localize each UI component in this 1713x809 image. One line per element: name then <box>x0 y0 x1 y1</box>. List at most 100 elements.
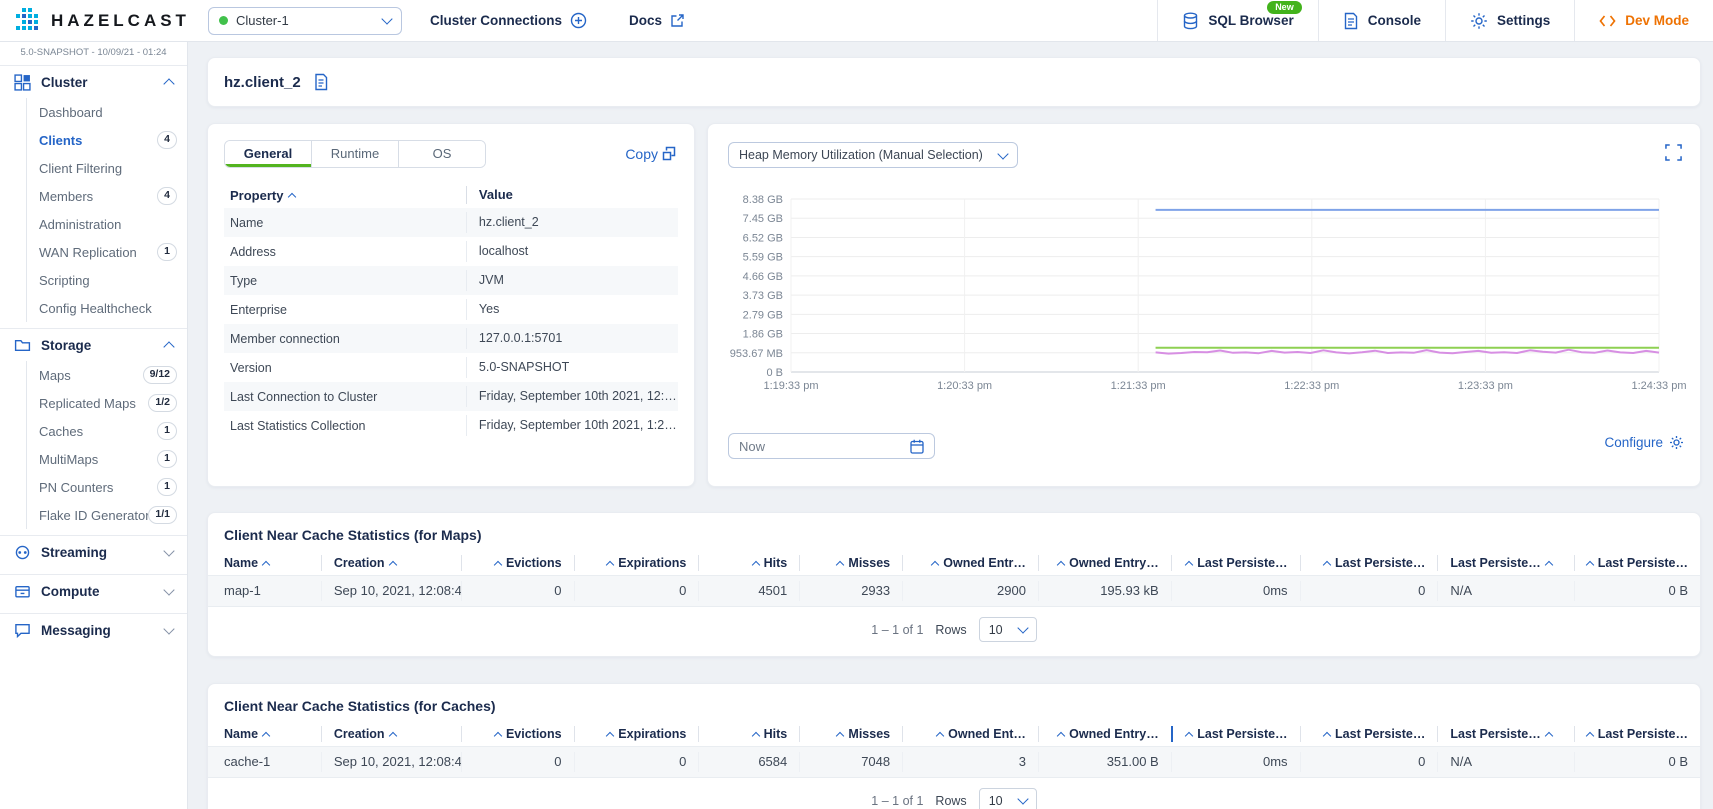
sidebar-item-replicated-maps[interactable]: Replicated Maps 1/2 <box>27 389 187 417</box>
sidebar-item-label: Caches <box>39 423 84 439</box>
configure-label: Configure <box>1604 435 1663 450</box>
count-badge: 9/12 <box>142 366 177 384</box>
table-row: map-1 Sep 10, 2021, 12:08:46 0 0 4501 2933 290… <box>208 575 1700 607</box>
count-badge: 4 <box>157 187 177 205</box>
column-header-expirations[interactable]: Expirations <box>573 555 699 571</box>
sidebar-item-label: Maps <box>39 367 71 383</box>
count-badge: 1 <box>157 450 177 468</box>
column-header-owned-ent[interactable]: Owned Ent… <box>902 726 1038 742</box>
sidebar-item-flake-id-generators[interactable]: Flake ID Generators 1/1 <box>27 501 187 529</box>
property-name: Last Statistics Collection <box>230 418 366 433</box>
svg-text:8.38 GB: 8.38 GB <box>743 194 783 206</box>
sort-asc-icon <box>388 560 397 569</box>
column-header-owned-entry[interactable]: Owned Entry… <box>1037 555 1171 571</box>
chevron-down-icon <box>381 13 393 25</box>
dev-mode-button[interactable]: Dev Mode <box>1575 0 1713 41</box>
column-header-owned-entry[interactable]: Owned Entry… <box>1037 726 1171 742</box>
nav-docs[interactable]: Docs <box>629 13 685 28</box>
settings-button[interactable]: Settings <box>1446 0 1574 41</box>
fullscreen-button[interactable] <box>1665 144 1682 161</box>
sidebar-section-streaming[interactable]: Streaming <box>0 536 187 568</box>
sidebar-section-label: Streaming <box>41 544 108 560</box>
column-header-creation[interactable]: Creation <box>320 555 461 571</box>
sidebar-item-config-healthcheck[interactable]: Config Healthcheck <box>27 294 187 322</box>
column-header-creation[interactable]: Creation <box>320 726 461 742</box>
sidebar-item-label: MultiMaps <box>39 451 99 467</box>
sidebar-item-pn-counters[interactable]: PN Counters 1 <box>27 473 187 501</box>
client-title-card: hz.client_2 <box>207 57 1701 107</box>
sidebar-item-caches[interactable]: Caches 1 <box>27 417 187 445</box>
cluster-select[interactable]: Cluster-1 <box>207 6 402 35</box>
column-header-last-persiste[interactable]: Last Persiste… <box>1299 726 1438 742</box>
column-header-name[interactable]: Name <box>208 555 321 571</box>
sort-asc-icon <box>606 560 615 569</box>
sidebar-item-wan-replication[interactable]: WAN Replication 1 <box>27 238 187 266</box>
rows-per-page-select[interactable]: 10 <box>978 617 1037 642</box>
column-header-evictions[interactable]: Evictions <box>460 555 574 571</box>
copy-name-icon[interactable] <box>313 73 329 91</box>
sidebar-section-label: Storage <box>41 337 92 353</box>
sidebar-item-scripting[interactable]: Scripting <box>27 266 187 294</box>
sort-asc-icon <box>1585 560 1594 569</box>
sidebar-item-label: Dashboard <box>39 104 103 120</box>
column-header-last-persiste[interactable]: Last Persiste… <box>1437 555 1574 571</box>
sidebar-section-storage[interactable]: Storage <box>0 329 187 361</box>
svg-text:1:20:33 pm: 1:20:33 pm <box>937 380 992 392</box>
rows-per-page-label: Rows <box>935 622 967 637</box>
sort-asc-icon <box>751 731 760 740</box>
new-badge: New <box>1267 1 1302 14</box>
column-header-hits[interactable]: Hits <box>698 726 799 742</box>
client-details-card: General Runtime OS Copy Property <box>207 123 695 487</box>
column-header-evictions[interactable]: Evictions <box>460 726 574 742</box>
nav-label: Docs <box>628 13 662 28</box>
column-header-last-persiste[interactable]: Last Persiste… <box>1574 555 1700 571</box>
main-content: hz.client_2 General Runtime OS Copy <box>188 41 1713 809</box>
header-divider <box>1444 0 1446 41</box>
heap-memory-chart: 8.38 GB 7.45 GB 6.52 GB 5.59 GB 4.66 GB 3.73 … <box>730 194 1687 392</box>
column-header-hits[interactable]: Hits <box>698 555 799 571</box>
sidebar-section-cluster[interactable]: Cluster <box>0 66 187 98</box>
column-header-expirations[interactable]: Expirations <box>573 726 699 742</box>
sort-asc-icon <box>1056 731 1066 740</box>
sort-asc-icon <box>1544 731 1553 740</box>
column-header-last-persiste[interactable]: Last Persiste… <box>1574 726 1700 742</box>
sidebar-item-administration[interactable]: Administration <box>27 210 187 238</box>
nav-label: Cluster Connections <box>429 13 562 28</box>
column-header-last-persiste[interactable]: Last Persiste… <box>1437 726 1574 742</box>
column-header-owned-entr[interactable]: Owned Entr… <box>902 555 1038 571</box>
column-header-misses[interactable]: Misses <box>799 726 902 742</box>
column-header-last-persiste[interactable]: Last Persiste… <box>1299 555 1438 571</box>
sidebar-section-messaging[interactable]: Messaging <box>0 614 187 646</box>
sidebar-item-client-filtering[interactable]: Client Filtering <box>27 154 187 182</box>
column-header-property[interactable]: Property <box>224 188 466 203</box>
column-header-last-persiste[interactable]: Last Persiste… <box>1170 555 1300 571</box>
table-cell: Sep 10, 2021, 12:08:46 <box>320 752 461 772</box>
sidebar-item-multimaps[interactable]: MultiMaps 1 <box>27 445 187 473</box>
action-label: Dev Mode <box>1625 13 1689 28</box>
sidebar-item-clients[interactable]: Clients 4 <box>27 126 187 154</box>
column-header-misses[interactable]: Misses <box>799 555 902 571</box>
tab-runtime[interactable]: Runtime <box>311 141 398 167</box>
sql-browser-button[interactable]: New SQL Browser <box>1158 0 1317 41</box>
table-cell: cache-1 <box>224 754 271 769</box>
console-button[interactable]: Console <box>1319 0 1445 41</box>
nav-cluster-connections[interactable]: Cluster Connections <box>430 12 587 29</box>
table-cell: 0 B <box>1574 752 1700 772</box>
sidebar-item-dashboard[interactable]: Dashboard <box>27 98 187 126</box>
table-body: map-1 Sep 10, 2021, 12:08:46 0 0 4501 2933 290… <box>208 575 1700 607</box>
version-line: 5.0-SNAPSHOT - 10/09/21 - 01:24 <box>20 47 167 58</box>
count-badge: 1 <box>157 478 177 496</box>
property-value: Friday, September 10th 2021, 1:24:31… <box>465 415 678 436</box>
rows-per-page-select[interactable]: 10 <box>978 788 1037 809</box>
column-header-name[interactable]: Name <box>208 726 321 742</box>
column-header-last-persiste[interactable]: Last Persiste… <box>1170 726 1300 742</box>
configure-link[interactable]: Configure <box>1604 435 1684 450</box>
copy-properties-button[interactable]: Copy <box>625 146 678 163</box>
sidebar-item-maps[interactable]: Maps 9/12 <box>27 361 187 389</box>
sidebar-item-members[interactable]: Members 4 <box>27 182 187 210</box>
tab-os[interactable]: OS <box>398 141 485 167</box>
sidebar-section-compute[interactable]: Compute <box>0 575 187 607</box>
tab-general[interactable]: General <box>225 141 311 167</box>
metric-select[interactable]: Heap Memory Utilization (Manual Selectio… <box>728 142 1018 168</box>
time-selector-input[interactable]: Now <box>728 433 935 459</box>
